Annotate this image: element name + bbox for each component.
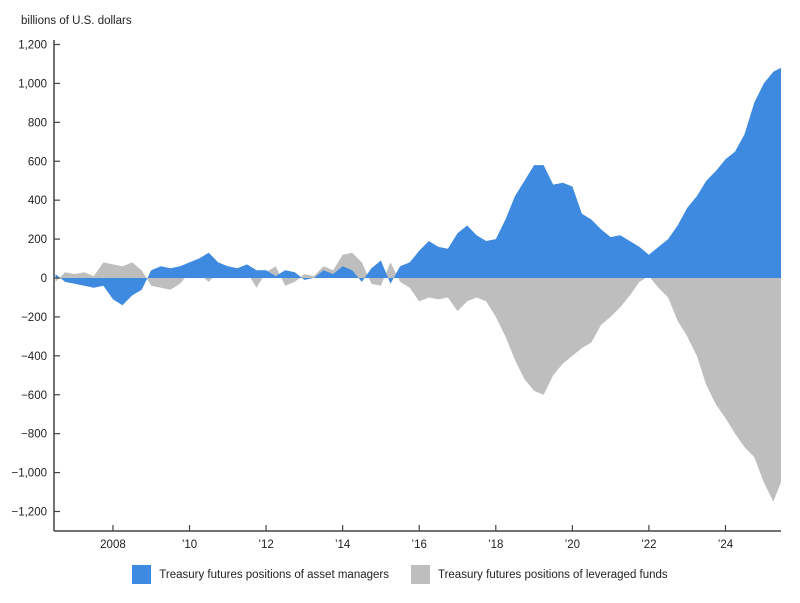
asset-managers-area [55,67,781,306]
legend-label-leveraged-funds: Treasury futures positions of leveraged … [437,568,668,581]
legend: Treasury futures positions of asset mana… [0,565,800,584]
y-axis-unit-label: billions of U.S. dollars [21,15,132,27]
y-tick-label: 600 [28,156,47,168]
x-tick-label: ’18 [488,539,503,551]
legend-swatch-asset-managers [132,565,152,584]
x-tick-label: ’20 [565,539,580,551]
x-tick-label: ’14 [335,539,351,551]
y-tick-label: −800 [21,429,47,441]
y-tick-label: 1,000 [18,78,47,90]
y-tick-label: 1,200 [18,40,47,52]
legend-item-asset-managers: Treasury futures positions of asset mana… [132,565,389,584]
plot-areas [55,67,781,502]
legend-swatch-leveraged-funds [410,565,430,584]
x-tick-label: ’24 [718,539,734,551]
y-tick-label: 800 [28,117,47,129]
y-tick-label: −1,000 [12,468,48,480]
x-tick-label: ’10 [182,539,197,551]
y-tick-label: 400 [28,195,47,207]
y-tick-label: −400 [21,351,47,363]
x-tick-label: ’12 [258,539,273,551]
x-tick-label: ’22 [641,539,656,551]
x-axis: 2008 ’10 ’12 ’14 ’16 ’18 ’20 ’22 ’24 [54,525,781,551]
legend-label-asset-managers: Treasury futures positions of asset mana… [159,568,389,581]
leveraged-funds-area [55,252,781,502]
y-tick-label: 200 [28,234,47,246]
y-tick-label: −200 [21,312,47,324]
y-tick-label: −1,200 [12,507,48,519]
x-tick-label: 2008 [100,539,126,551]
y-tick-label: −600 [21,390,47,402]
y-tick-label: 0 [41,273,47,285]
y-axis: 1,200 1,000 800 600 400 200 0 −200 −400 −600 −800 −… [12,40,60,531]
x-tick-label: ’16 [412,539,427,551]
legend-item-leveraged-funds: Treasury futures positions of leveraged … [410,565,668,584]
